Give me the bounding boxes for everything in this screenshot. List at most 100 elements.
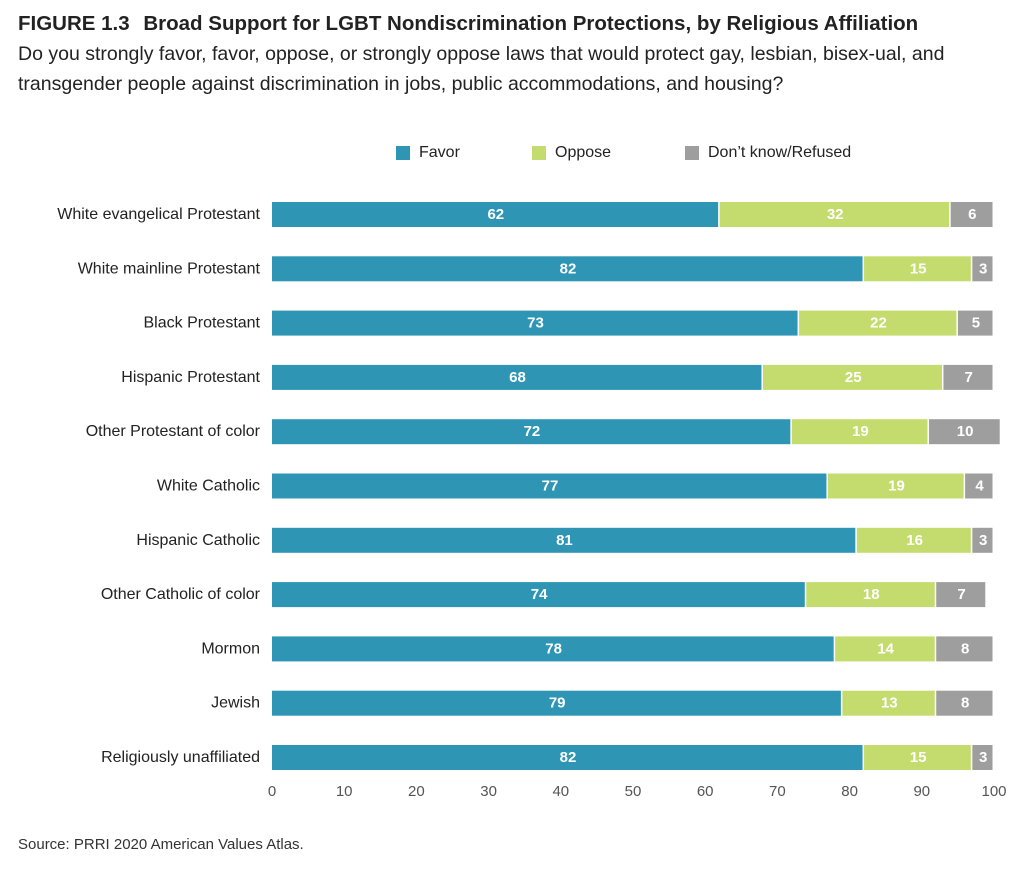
x-tick-label-0: 0 [268, 783, 276, 800]
bar-don-t-know-refused-white-catholic [965, 473, 993, 499]
data-label-don-t-know-refused-hispanic-protestant: 7 [965, 369, 973, 386]
data-label-oppose-white-mainline-protestant: 15 [910, 260, 927, 277]
x-tick-label-60: 60 [697, 783, 714, 800]
bar-don-t-know-refused-white-mainline-protestant [972, 256, 993, 282]
data-label-don-t-know-refused-other-protestant-of-color: 10 [957, 423, 974, 440]
x-tick-label-70: 70 [769, 783, 786, 800]
data-label-favor-white-catholic: 77 [542, 478, 559, 495]
bar-favor-other-catholic-of-color [272, 582, 805, 608]
bar-oppose-hispanic-catholic [856, 527, 971, 553]
data-label-oppose-religiously-unaffiliated: 15 [910, 749, 927, 766]
figure-number: FIGURE 1.3 [18, 12, 130, 35]
data-label-don-t-know-refused-other-catholic-of-color: 7 [957, 586, 965, 603]
bar-favor-white-evangelical-protestant [272, 202, 719, 227]
data-label-favor-white-mainline-protestant: 82 [560, 260, 577, 277]
data-label-don-t-know-refused-black-protestant: 5 [972, 315, 980, 332]
data-label-oppose-black-protestant: 22 [870, 315, 887, 332]
category-label-other-protestant-of-color: Other Protestant of color [86, 423, 261, 440]
bar-favor-religiously-unaffiliated [272, 745, 863, 770]
data-label-don-t-know-refused-white-mainline-protestant: 3 [979, 260, 987, 277]
data-label-oppose-hispanic-protestant: 25 [845, 369, 862, 386]
data-label-don-t-know-refused-mormon: 8 [961, 640, 969, 657]
stacked-bar-chart: White evangelical Protestant 62 32 6 White m… [57, 202, 1007, 800]
data-label-favor-black-protestant: 73 [527, 315, 544, 332]
figure-title-line: FIGURE 1.3 Broad Support for LGBT Nondis… [18, 10, 1010, 38]
bar-oppose-white-evangelical-protestant [719, 202, 950, 227]
data-label-don-t-know-refused-white-evangelical-protestant: 6 [968, 206, 976, 223]
legend-label-favor: Favor [419, 144, 460, 161]
x-tick-label-20: 20 [408, 783, 425, 800]
data-label-favor-hispanic-catholic: 81 [556, 532, 573, 549]
data-label-don-t-know-refused-jewish: 8 [961, 695, 969, 712]
bar-oppose-jewish [842, 690, 935, 716]
data-label-don-t-know-refused-hispanic-catholic: 3 [979, 532, 987, 549]
x-tick-label-90: 90 [913, 783, 930, 800]
bar-don-t-know-refused-hispanic-catholic [972, 527, 993, 553]
category-label-white-mainline-protestant: White mainline Protestant [78, 260, 261, 277]
data-label-favor-jewish: 79 [549, 695, 566, 712]
legend-swatch-dont-know [685, 146, 699, 160]
bar-don-t-know-refused-other-protestant-of-color [929, 419, 1000, 445]
bar-favor-other-protestant-of-color [272, 419, 791, 445]
bar-oppose-other-catholic-of-color [806, 582, 935, 608]
legend-item-oppose: Oppose [532, 144, 611, 162]
category-label-hispanic-protestant: Hispanic Protestant [121, 369, 260, 386]
figure-subtitle: Do you strongly favor, favor, oppose, or… [18, 43, 945, 95]
category-label-jewish: Jewish [211, 695, 260, 712]
data-label-oppose-white-evangelical-protestant: 32 [827, 206, 844, 223]
bar-don-t-know-refused-mormon [936, 636, 993, 662]
bar-oppose-black-protestant [799, 310, 957, 336]
data-label-oppose-other-protestant-of-color: 19 [852, 423, 869, 440]
legend-item-dont-know: Don’t know/Refused [685, 144, 851, 162]
bar-favor-hispanic-catholic [272, 527, 856, 553]
figure-header: FIGURE 1.3 Broad Support for LGBT Nondis… [18, 10, 1010, 99]
bar-don-t-know-refused-jewish [936, 690, 993, 716]
bar-don-t-know-refused-black-protestant [957, 310, 993, 336]
x-tick-label-80: 80 [841, 783, 858, 800]
figure-title: Broad Support for LGBT Nondiscrimination… [143, 12, 919, 35]
legend-swatch-oppose [532, 146, 546, 160]
bar-oppose-hispanic-protestant [762, 364, 942, 390]
legend-item-favor: Favor [396, 144, 460, 162]
data-label-favor-mormon: 78 [545, 640, 562, 657]
category-label-religiously-unaffiliated: Religiously unaffiliated [101, 749, 260, 766]
data-label-oppose-jewish: 13 [881, 695, 898, 712]
category-label-white-evangelical-protestant: White evangelical Protestant [57, 206, 260, 223]
data-label-favor-other-catholic-of-color: 74 [531, 586, 548, 603]
x-tick-label-100: 100 [981, 783, 1006, 800]
bar-favor-jewish [272, 690, 841, 716]
x-tick-label-50: 50 [625, 783, 642, 800]
category-label-other-catholic-of-color: Other Catholic of color [101, 586, 261, 603]
x-tick-label-30: 30 [480, 783, 497, 800]
bar-oppose-religiously-unaffiliated [864, 745, 971, 770]
data-label-favor-religiously-unaffiliated: 82 [560, 749, 577, 766]
category-label-black-protestant: Black Protestant [144, 315, 261, 332]
category-label-mormon: Mormon [201, 640, 260, 657]
bar-oppose-white-mainline-protestant [864, 256, 971, 282]
bar-favor-white-catholic [272, 473, 827, 499]
legend-label-dont-know: Don’t know/Refused [708, 144, 852, 161]
legend-swatch-favor [396, 146, 410, 160]
chart-legend: Favor Oppose Don’t know/Refused [0, 144, 1024, 168]
data-label-oppose-hispanic-catholic: 16 [906, 532, 923, 549]
data-label-favor-other-protestant-of-color: 72 [524, 423, 541, 440]
bar-favor-white-mainline-protestant [272, 256, 863, 282]
bar-oppose-mormon [835, 636, 935, 662]
bar-don-t-know-refused-white-evangelical-protestant [950, 202, 993, 227]
x-tick-label-10: 10 [336, 783, 353, 800]
data-label-oppose-other-catholic-of-color: 18 [863, 586, 880, 603]
bar-favor-mormon [272, 636, 834, 662]
data-label-oppose-white-catholic: 19 [888, 478, 905, 495]
bar-don-t-know-refused-religiously-unaffiliated [972, 745, 993, 770]
data-label-don-t-know-refused-white-catholic: 4 [975, 478, 984, 495]
bar-don-t-know-refused-other-catholic-of-color [936, 582, 986, 608]
legend-label-oppose: Oppose [555, 144, 612, 161]
source-note: Source: PRRI 2020 American Values Atlas. [18, 836, 304, 853]
bar-oppose-other-protestant-of-color [791, 419, 928, 445]
bar-favor-black-protestant [272, 310, 798, 336]
data-label-don-t-know-refused-religiously-unaffiliated: 3 [979, 749, 987, 766]
data-label-favor-hispanic-protestant: 68 [509, 369, 526, 386]
category-label-hispanic-catholic: Hispanic Catholic [136, 532, 260, 549]
data-label-oppose-mormon: 14 [877, 640, 894, 657]
bar-don-t-know-refused-hispanic-protestant [943, 364, 993, 390]
